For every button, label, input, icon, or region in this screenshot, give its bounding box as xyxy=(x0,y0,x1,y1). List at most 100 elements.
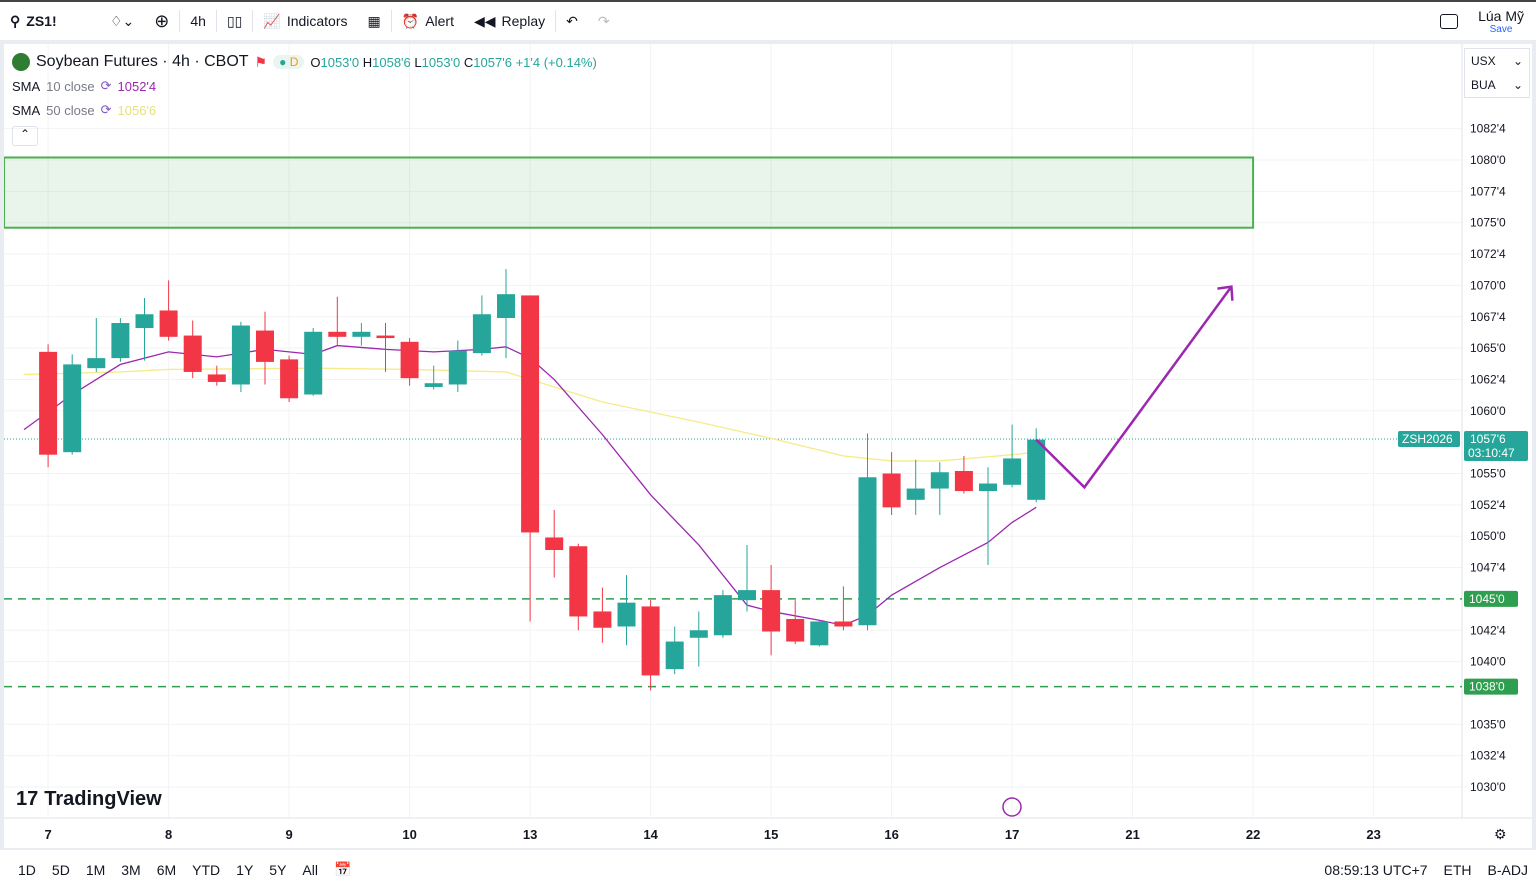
chart-legend: Soybean Futures · 4h · CBOT ⚑ ● D O1053'… xyxy=(12,50,597,146)
candle-body xyxy=(979,483,997,492)
candle-body xyxy=(39,351,58,455)
price-tick-label: 1062'4 xyxy=(1470,372,1506,386)
bottom-toolbar: 1D 5D 1M 3M 6M YTD 1Y 5Y All 📅 08:59:13 UTC+7 ET… xyxy=(0,850,1536,889)
collapse-legend-button[interactable]: ⌃ xyxy=(12,126,38,146)
candle-body xyxy=(328,331,347,337)
level-price-label: 1045'0 xyxy=(1469,592,1505,606)
time-tick-label: 13 xyxy=(523,827,537,842)
price-chart[interactable]: 1082'4 1080'0 1077'4 1075'0 1072'4 1070'0 1067… xyxy=(4,44,1532,848)
market-status-badge[interactable]: ● D xyxy=(273,55,305,69)
redo-button[interactable]: ↷ xyxy=(588,2,620,40)
candle-body xyxy=(713,595,732,636)
price-tick-label: 1030'0 xyxy=(1470,780,1506,794)
last-price-label: 1057'6 xyxy=(1470,432,1506,446)
price-tick-label: 1070'0 xyxy=(1470,278,1506,292)
candle-body xyxy=(424,383,443,387)
candle-body xyxy=(1027,439,1046,500)
time-tick-label: 10 xyxy=(402,827,416,842)
goto-date-button[interactable]: 📅 xyxy=(326,861,359,878)
price-tick-label: 1032'4 xyxy=(1470,749,1506,763)
unit-select[interactable]: BUA ⌄ xyxy=(1471,78,1523,92)
square-icon xyxy=(1440,13,1459,29)
undo-icon: ↶ xyxy=(566,12,578,29)
alert-label: Alert xyxy=(425,13,454,29)
range-5d[interactable]: 5D xyxy=(51,861,70,878)
price-tick-label: 1080'0 xyxy=(1470,153,1506,167)
session-button[interactable]: ETH xyxy=(1443,861,1472,878)
candle-body xyxy=(304,331,323,395)
range-ytd[interactable]: YTD xyxy=(192,861,221,878)
currency-select[interactable]: USX ⌄ xyxy=(1471,54,1523,68)
candle-body xyxy=(256,330,274,362)
range-5y[interactable]: 5Y xyxy=(269,861,287,878)
candle-body xyxy=(87,358,106,369)
refresh-icon: ⟳ xyxy=(100,78,112,93)
candle-body xyxy=(159,310,178,337)
time-tick-label: 8 xyxy=(165,827,172,842)
candle-body xyxy=(472,314,491,354)
interval-button[interactable]: 4h xyxy=(190,13,206,29)
range-6m[interactable]: 6M xyxy=(156,861,177,878)
layout-name: Lúa Mỹ xyxy=(1478,7,1524,24)
add-symbol-button[interactable]: ⊕ xyxy=(144,2,179,40)
symbol-title: Soybean Futures · 4h · CBOT xyxy=(36,53,249,70)
redo-icon: ↷ xyxy=(597,12,610,29)
projection-arrow xyxy=(1035,285,1233,490)
range-1y[interactable]: 1Y xyxy=(236,861,254,878)
candle-body xyxy=(641,606,660,676)
price-tick-label: 1072'4 xyxy=(1470,247,1506,261)
candle-body xyxy=(400,341,419,379)
price-tick-label: 1042'4 xyxy=(1470,623,1506,637)
symbol-badge-label: ZSH2026 xyxy=(1402,432,1453,446)
time-tick-label: 15 xyxy=(764,827,778,842)
layouts-button[interactable]: ▦ xyxy=(358,2,391,40)
chart-type-button[interactable]: ▯▯ xyxy=(217,2,252,40)
price-tick-label: 1040'0 xyxy=(1470,655,1506,669)
range-1m[interactable]: 1M xyxy=(85,861,106,878)
level-price-label: 1038'0 xyxy=(1469,680,1505,694)
candle-body xyxy=(280,359,299,399)
resistance-zone xyxy=(4,156,1255,229)
candle-body xyxy=(111,323,130,359)
ohlc-values: O1053'0 H1058'6 L1053'0 C1057'6 +1'4 (+0… xyxy=(310,54,597,70)
candle-body xyxy=(521,295,540,533)
fullscreen-button[interactable] xyxy=(1430,2,1468,40)
level-price-badge xyxy=(1464,590,1518,607)
adjustment-button[interactable]: B-ADJ xyxy=(1487,861,1528,878)
candle-body xyxy=(1003,458,1022,485)
unit-selector[interactable]: USX ⌄ BUA ⌄ xyxy=(1464,48,1530,98)
calendar-icon: 📅 xyxy=(333,861,352,877)
time-tick-label: 22 xyxy=(1246,827,1260,842)
range-3m[interactable]: 3M xyxy=(121,861,141,878)
layout-save-button[interactable]: Lúa Mỹ Save xyxy=(1468,2,1536,40)
candle-body xyxy=(665,641,684,670)
candle-body xyxy=(882,473,901,508)
clock[interactable]: 08:59:13 UTC+7 xyxy=(1324,861,1428,878)
symbol-badge xyxy=(1398,431,1460,448)
price-tick-label: 1075'0 xyxy=(1470,216,1506,230)
indicators-button[interactable]: 📈 Indicators xyxy=(253,2,357,40)
symbol-search[interactable]: ⚲ ZS1! xyxy=(0,2,100,40)
range-1d[interactable]: 1D xyxy=(18,861,36,878)
replay-button[interactable]: ◀◀ Replay xyxy=(464,2,555,40)
undo-button[interactable]: ↶ xyxy=(556,2,588,40)
time-tick-label: 9 xyxy=(285,827,292,842)
price-tick-label: 1055'0 xyxy=(1470,467,1506,481)
sma10-legend[interactable]: SMA 10 close ⟳ 1052'4 xyxy=(12,78,157,94)
range-all[interactable]: All xyxy=(302,861,318,878)
flag-icon[interactable]: ⚑ xyxy=(254,53,268,70)
last-price-badge xyxy=(1464,431,1528,462)
candle-body xyxy=(834,621,853,627)
tv-logo-icon: 17 xyxy=(16,788,39,810)
candles-icon: ▯▯ xyxy=(226,12,243,29)
price-tick-label: 1082'4 xyxy=(1470,122,1506,136)
candle-body xyxy=(135,314,154,329)
chart-pane[interactable]: 1082'4 1080'0 1077'4 1075'0 1072'4 1070'0 1067… xyxy=(4,44,1532,848)
indicators-icon: 📈 xyxy=(263,12,281,29)
alert-button[interactable]: ⏰ Alert xyxy=(392,2,464,40)
sma50-legend[interactable]: SMA 50 close ⟳ 1056'6 xyxy=(12,102,157,118)
time-tick-label: 14 xyxy=(643,827,658,842)
candle-body xyxy=(810,621,829,646)
tradingview-logo[interactable]: 17 TradingView xyxy=(16,788,162,810)
compare-dropdown[interactable]: ♢⌄ xyxy=(100,2,144,40)
